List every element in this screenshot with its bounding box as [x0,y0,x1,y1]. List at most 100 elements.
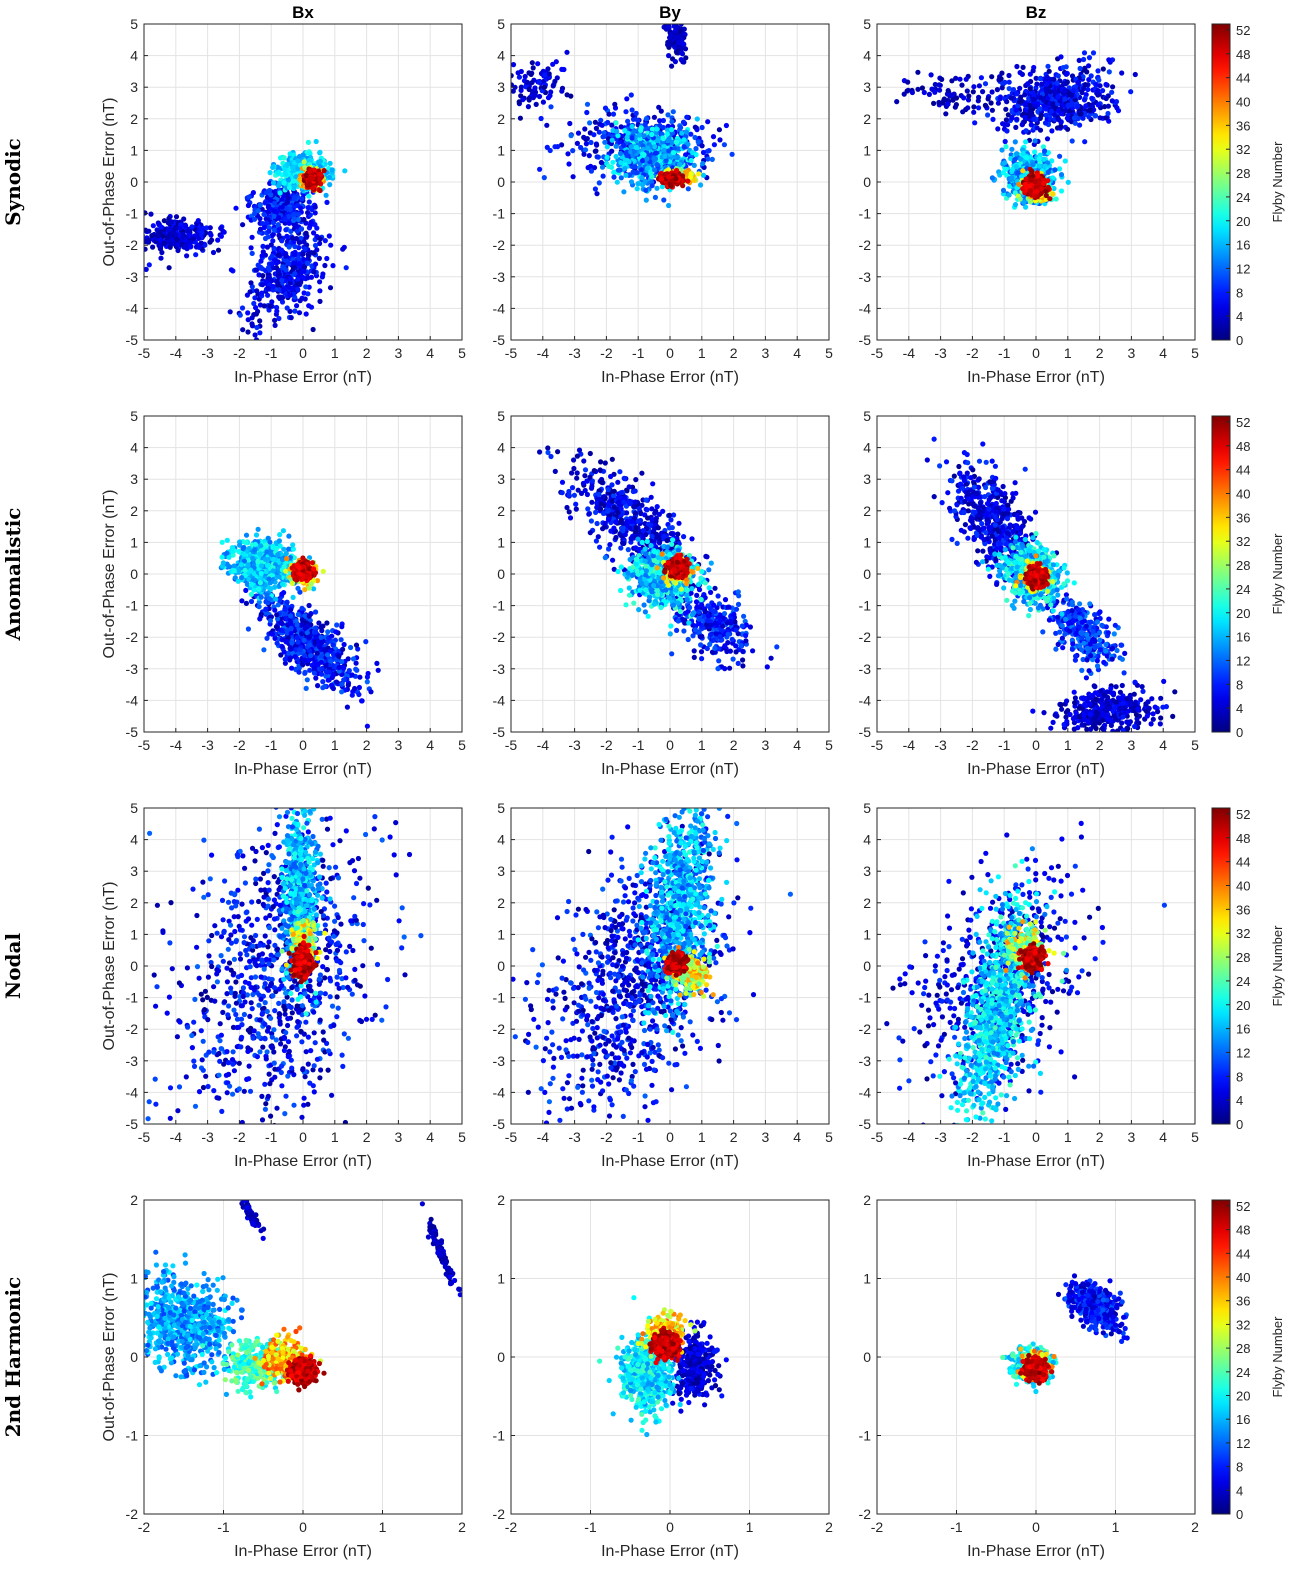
data-point [283,253,289,259]
data-point [617,150,624,157]
data-point [330,263,336,269]
data-point [530,65,536,71]
data-point [305,139,311,145]
data-point [591,132,597,138]
data-point [295,211,301,217]
data-point [291,168,297,174]
data-point [610,111,617,117]
data-point [677,161,683,167]
data-point [614,128,620,135]
data-point [1102,104,1108,110]
data-point [284,199,290,205]
data-point [1095,88,1101,94]
data-point [658,176,665,182]
data-points [511,24,735,209]
data-point [276,183,282,189]
data-point [1010,87,1017,93]
y-tick-label: -3 [126,269,139,285]
data-point [155,233,161,239]
data-point [915,69,921,75]
data-point [575,130,582,136]
data-point [1055,108,1062,114]
data-point [660,136,667,142]
data-point [536,79,542,85]
data-point [532,85,538,91]
x-tick-label: -4 [537,345,550,361]
data-point [615,167,622,173]
data-point [1027,102,1033,108]
data-point [1081,97,1088,103]
data-point [649,126,656,132]
data-point [286,220,292,226]
data-point [1019,71,1025,77]
data-point [266,228,272,234]
data-point [208,232,214,238]
data-point [286,260,292,266]
data-point [1050,101,1056,107]
data-point [972,120,978,126]
data-point [257,216,263,222]
data-point [604,154,610,160]
data-point [215,237,221,243]
data-point [295,276,301,282]
data-point [245,310,251,316]
data-point [1081,56,1087,63]
data-point [550,61,556,67]
data-point [1006,192,1012,198]
data-point [657,123,663,129]
data-point [1003,117,1010,123]
data-point [633,110,639,116]
data-point [685,141,691,147]
data-point [665,167,672,173]
data-point [278,155,284,161]
data-point [257,202,263,208]
data-point [1077,122,1083,128]
data-point [287,292,293,298]
data-point [999,85,1005,91]
data-point [1041,156,1047,162]
x-tick-label: -1 [632,345,645,361]
data-point [1109,89,1115,95]
data-point [1037,115,1043,121]
data-point [280,295,286,301]
data-point [635,181,641,187]
data-point [598,117,604,123]
data-point [1055,94,1061,100]
data-point [305,275,311,281]
data-point [1015,103,1021,109]
data-point [264,244,270,250]
data-point [158,224,165,230]
data-point [641,133,647,139]
y-tick-label: -5 [126,332,139,348]
data-point [694,116,700,122]
data-point [602,105,609,111]
data-point [570,148,576,154]
data-point [221,229,227,235]
data-point [1095,102,1101,108]
data-point [894,99,900,105]
data-point [691,177,698,184]
data-point [989,89,995,95]
data-point [965,105,971,111]
data-point [1088,73,1094,79]
data-point [976,83,983,89]
data-point [293,222,299,228]
data-point [207,225,213,231]
data-point [1100,88,1106,94]
data-point [1060,102,1066,108]
data-point [1063,71,1069,77]
data-point [265,265,271,271]
data-point [1043,106,1049,112]
data-point [611,169,617,175]
data-point [146,237,152,243]
data-point [340,246,346,252]
data-point [1071,115,1078,121]
data-point [535,61,541,67]
data-point [624,96,630,102]
data-point [692,134,698,141]
data-point [1014,116,1020,122]
data-point [952,104,958,110]
data-point [609,122,615,128]
data-point [292,243,298,250]
